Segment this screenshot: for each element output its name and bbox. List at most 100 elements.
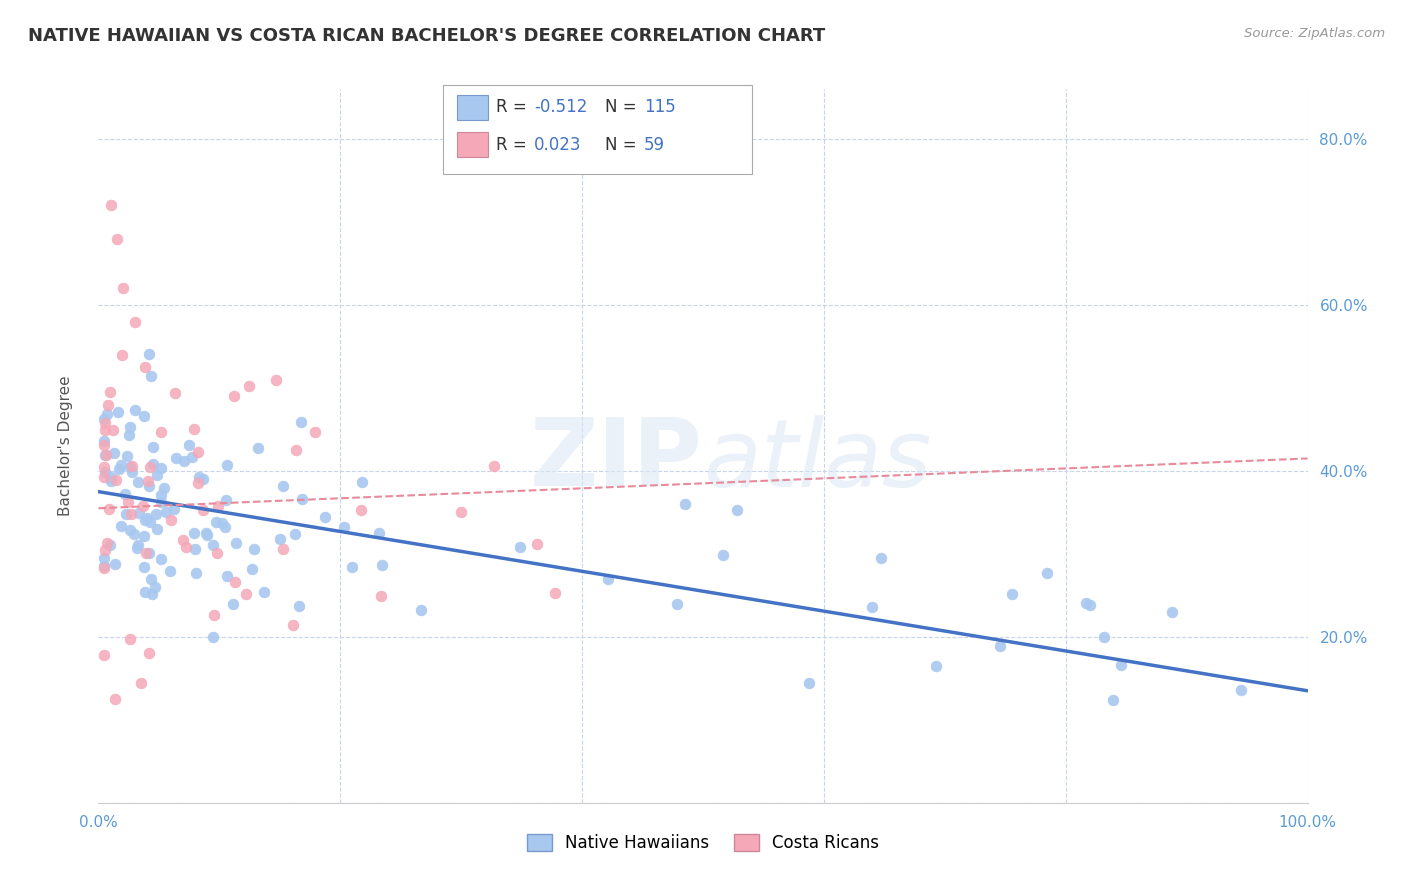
Point bbox=[214, 520, 236, 534]
Point bbox=[98, 501, 121, 516]
Point bbox=[139, 368, 162, 383]
Point bbox=[132, 560, 155, 574]
Point bbox=[172, 533, 194, 547]
Point bbox=[138, 546, 160, 560]
Point bbox=[121, 465, 143, 479]
Point bbox=[243, 541, 266, 556]
Point bbox=[125, 541, 148, 556]
Point bbox=[101, 423, 124, 437]
Point bbox=[93, 561, 115, 575]
Point bbox=[114, 507, 136, 521]
Point bbox=[205, 516, 228, 530]
Point bbox=[93, 469, 115, 483]
Point bbox=[143, 580, 166, 594]
Point bbox=[222, 597, 245, 611]
Point bbox=[124, 314, 146, 328]
Point bbox=[94, 465, 117, 479]
Point bbox=[127, 475, 149, 489]
Point bbox=[136, 474, 159, 488]
Point bbox=[94, 423, 117, 437]
Point bbox=[509, 540, 531, 554]
Point bbox=[94, 416, 117, 430]
Point bbox=[98, 385, 121, 400]
Point bbox=[177, 438, 200, 452]
Point bbox=[217, 458, 239, 473]
Text: R =: R = bbox=[496, 98, 533, 116]
Point bbox=[121, 458, 143, 473]
Point bbox=[93, 648, 115, 662]
Point bbox=[450, 505, 472, 519]
Point bbox=[349, 502, 371, 516]
Point bbox=[1102, 693, 1125, 707]
Point bbox=[673, 497, 696, 511]
Point bbox=[110, 518, 132, 533]
Point bbox=[725, 503, 748, 517]
Point bbox=[117, 495, 139, 509]
Point bbox=[207, 499, 229, 513]
Text: R =: R = bbox=[496, 136, 533, 153]
Point bbox=[333, 519, 356, 533]
Text: N =: N = bbox=[605, 98, 641, 116]
Point bbox=[155, 505, 177, 519]
Point bbox=[188, 470, 211, 484]
Point bbox=[183, 422, 205, 436]
Point bbox=[139, 460, 162, 475]
Point bbox=[107, 461, 129, 475]
Legend: Native Hawaiians, Costa Ricans: Native Hawaiians, Costa Ricans bbox=[520, 827, 886, 859]
Point bbox=[103, 446, 125, 460]
Point bbox=[146, 468, 169, 483]
Point bbox=[122, 526, 145, 541]
Point bbox=[247, 442, 270, 456]
Point bbox=[131, 499, 153, 513]
Point bbox=[93, 412, 115, 426]
Point bbox=[93, 550, 115, 565]
Point bbox=[1036, 566, 1059, 580]
Point bbox=[141, 457, 163, 471]
Point bbox=[1230, 682, 1253, 697]
Point bbox=[484, 459, 506, 474]
Point bbox=[132, 529, 155, 543]
Point bbox=[797, 675, 820, 690]
Point bbox=[284, 526, 307, 541]
Point bbox=[103, 691, 125, 706]
Point bbox=[135, 546, 157, 560]
Point bbox=[134, 585, 156, 599]
Point bbox=[195, 527, 218, 541]
Point bbox=[153, 481, 176, 495]
Point bbox=[235, 586, 257, 600]
Point bbox=[1109, 657, 1132, 672]
Text: -0.512: -0.512 bbox=[534, 98, 588, 116]
Point bbox=[596, 572, 619, 586]
Point bbox=[138, 479, 160, 493]
Point bbox=[105, 473, 128, 487]
Point bbox=[925, 658, 948, 673]
Point bbox=[96, 536, 118, 550]
Point bbox=[134, 513, 156, 527]
Point bbox=[129, 675, 152, 690]
Point bbox=[526, 537, 548, 551]
Point bbox=[136, 511, 159, 525]
Point bbox=[222, 389, 245, 403]
Point bbox=[97, 398, 120, 412]
Point bbox=[264, 373, 287, 387]
Point bbox=[94, 542, 117, 557]
Point bbox=[149, 460, 172, 475]
Point bbox=[118, 420, 141, 434]
Point bbox=[238, 379, 260, 393]
Point bbox=[368, 526, 391, 541]
Point bbox=[211, 516, 233, 530]
Point bbox=[93, 434, 115, 449]
Text: 59: 59 bbox=[644, 136, 665, 153]
Point bbox=[124, 402, 146, 417]
Point bbox=[115, 449, 138, 463]
Point bbox=[201, 538, 224, 552]
Point bbox=[202, 607, 225, 622]
Point bbox=[114, 487, 136, 501]
Point bbox=[184, 566, 207, 580]
Point bbox=[215, 569, 238, 583]
Point bbox=[173, 454, 195, 468]
Point bbox=[150, 488, 173, 502]
Point bbox=[104, 558, 127, 572]
Point bbox=[183, 542, 205, 557]
Point bbox=[100, 474, 122, 488]
